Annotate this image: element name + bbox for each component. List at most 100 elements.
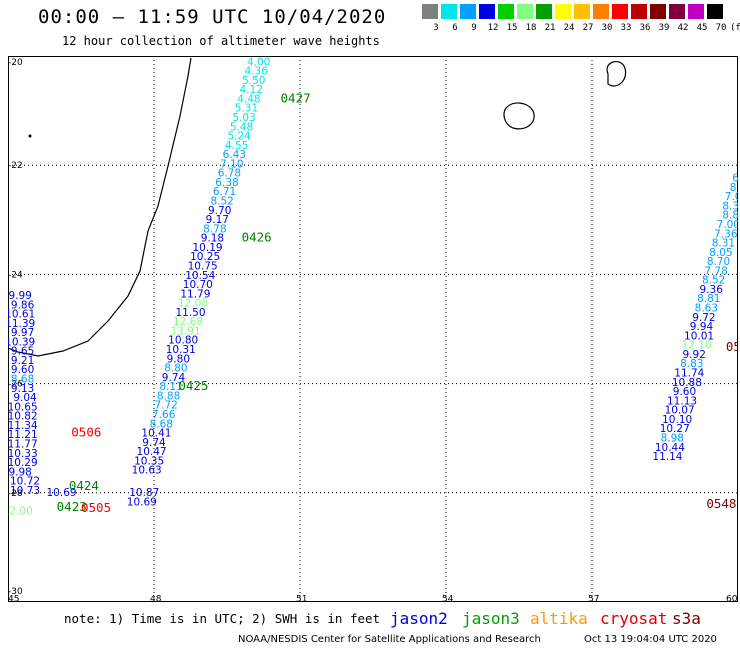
legend-unit: (ft) xyxy=(730,23,740,33)
wave-height-value: 10.61 xyxy=(8,309,35,321)
legend-swatch xyxy=(669,4,685,19)
legend-label: 12 xyxy=(487,23,499,33)
wave-height-value: 10.47 xyxy=(137,446,167,458)
legend-swatch xyxy=(593,4,609,19)
wave-height-value: 8.31 xyxy=(712,238,735,250)
legend-label: 18 xyxy=(525,23,537,33)
wave-height-value: 10.69 xyxy=(47,487,77,499)
wave-height-value: 8.05 xyxy=(709,247,732,259)
pass-time-label: 0424 xyxy=(69,478,99,493)
wave-height-value: 8 xyxy=(730,182,737,194)
wave-height-value: 7.00 xyxy=(717,219,738,231)
pass-time-label: 0505 xyxy=(81,500,111,515)
wave-height-value: 5.50 xyxy=(242,75,265,87)
wave-height-value: 5.31 xyxy=(235,103,258,115)
reunion-coastline xyxy=(503,102,535,130)
page-title: 00:00 – 11:59 UTC 10/04/2020 xyxy=(38,6,387,28)
wave-height-value: 12.00 xyxy=(8,506,33,518)
wave-height-value: 4.48 xyxy=(237,93,260,105)
wave-height-value: 10.73 xyxy=(10,485,40,497)
wave-height-value: 10.72 xyxy=(10,476,40,488)
wave-height-map: 454851545760-20-22-24-26-28-304.274.004.… xyxy=(8,56,738,602)
wave-height-value: 8.52 xyxy=(702,275,725,287)
wave-height-value: 8.81 xyxy=(697,293,720,305)
legend-label: 6 xyxy=(452,23,458,33)
lon-tick-label: 51 xyxy=(296,595,307,603)
wave-height-value: 10.63 xyxy=(132,465,162,477)
wave-height-value: 9.80 xyxy=(167,353,190,365)
pass-time-label: 0423 xyxy=(57,499,87,514)
pass-time-label: 0426 xyxy=(242,230,272,245)
wave-height-value: 7.0 xyxy=(725,191,738,203)
legend-label: 45 xyxy=(696,23,708,33)
legend-label: 33 xyxy=(620,23,632,33)
map-frame xyxy=(8,56,738,602)
lat-tick-label: -22 xyxy=(8,161,23,171)
wave-height-value: 11.74 xyxy=(674,368,704,380)
wave-height-value: 11.34 xyxy=(8,420,38,432)
wave-height-value: 7.10 xyxy=(220,158,243,170)
wave-height-value: 5.48 xyxy=(230,121,253,133)
island-dot xyxy=(28,134,32,138)
lon-tick-label: 54 xyxy=(442,595,454,603)
wave-height-value: 7.36 xyxy=(714,228,738,240)
wave-height-value: 10.25 xyxy=(190,251,220,263)
page-subtitle: 12 hour collection of altimeter wave hei… xyxy=(62,34,380,48)
legend-swatch xyxy=(650,4,666,19)
legend-swatch xyxy=(479,4,495,19)
wave-height-value: 11.39 xyxy=(8,318,35,330)
wave-height-value: 9.70 xyxy=(208,205,231,217)
wave-height-value: 10.41 xyxy=(141,428,171,440)
wave-height-value: 6.71 xyxy=(213,186,236,198)
wave-height-value: 8.70 xyxy=(707,256,730,268)
wave-height-value: 8.3 xyxy=(722,200,738,212)
legend-swatch xyxy=(517,4,533,19)
legend-swatch xyxy=(555,4,571,19)
wave-height-value: 10.10 xyxy=(662,414,692,426)
legend-swatch xyxy=(422,4,438,19)
wave-height-value: 5.24 xyxy=(227,131,251,143)
pass-time-label: 0506 xyxy=(71,425,101,440)
legend-swatch xyxy=(441,4,457,19)
wave-height-value: 10.54 xyxy=(185,270,215,282)
wave-height-value: 8.63 xyxy=(695,303,718,315)
wave-height-value: 10.87 xyxy=(129,487,159,499)
wave-height-value: 9.60 xyxy=(11,364,34,376)
lat-tick-label: -20 xyxy=(8,58,23,68)
wave-height-value: 6.38 xyxy=(215,177,238,189)
lat-tick-label: -28 xyxy=(8,489,23,499)
wave-height-value: 8.8 xyxy=(722,210,738,222)
wave-height-value: 8.83 xyxy=(680,358,703,370)
wave-height-value: 9.21 xyxy=(11,355,34,367)
wave-height-value: 13.91 xyxy=(171,325,201,337)
legend-label: 30 xyxy=(601,23,613,33)
satellite-name: s3a xyxy=(672,609,701,628)
mauritius-coastline xyxy=(606,60,627,87)
wave-height-value: 10.65 xyxy=(8,401,38,413)
timestamp-text: Oct 13 19:04:04 UTC 2020 xyxy=(584,634,717,645)
wave-height-value: 11.79 xyxy=(180,288,210,300)
wave-height-value: 8.88 xyxy=(157,390,180,402)
legend-label: 3 xyxy=(433,23,439,33)
lon-tick-label: 48 xyxy=(150,595,162,603)
pass-time-label: 0425 xyxy=(178,378,208,393)
wave-height-value: 10.75 xyxy=(188,260,218,272)
legend-swatch xyxy=(460,4,476,19)
wave-height-value: 12.68 xyxy=(173,316,203,328)
credit-text: NOAA/NESDIS Center for Satellite Applica… xyxy=(238,634,541,645)
lon-tick-label: 57 xyxy=(588,595,599,603)
wave-height-value: 8.80 xyxy=(164,363,187,375)
legend-label: 27 xyxy=(582,23,594,33)
legend-swatch xyxy=(612,4,628,19)
wave-height-value: 5.03 xyxy=(232,112,255,124)
wave-height-value: 10.01 xyxy=(684,330,714,342)
wave-height-value: 9.97 xyxy=(11,327,34,339)
wave-height-value: 4.12 xyxy=(240,84,263,96)
wave-height-value: 9.74 xyxy=(142,437,166,449)
wave-height-value: 8.98 xyxy=(661,432,684,444)
wave-height-value: 8.52 xyxy=(210,196,233,208)
wave-height-value: 9.04 xyxy=(13,392,37,404)
wave-height-value: 11.14 xyxy=(652,451,682,463)
lat-tick-label: -26 xyxy=(8,380,23,390)
wave-height-value: 10.88 xyxy=(672,377,702,389)
